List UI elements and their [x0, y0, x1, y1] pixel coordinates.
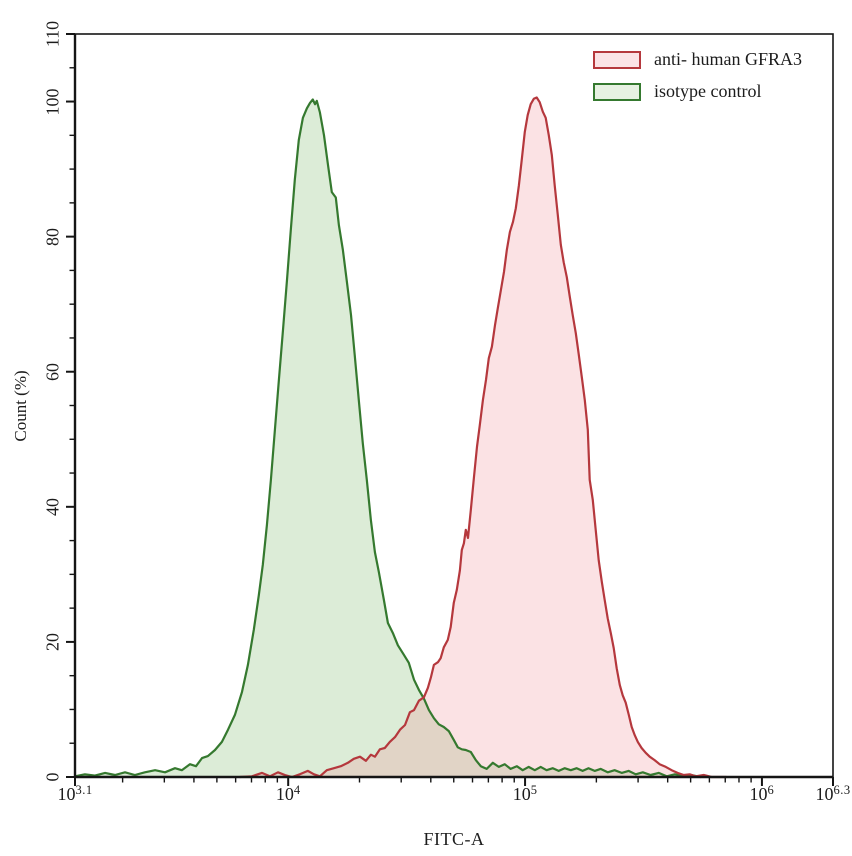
series-area-isotype-control: [75, 99, 701, 777]
legend-label-isotype-control: isotype control: [654, 81, 762, 101]
legend-swatch-red: [593, 50, 641, 69]
legend-swatch-green: [593, 82, 641, 101]
y-axis-title: Count (%): [11, 370, 30, 442]
legend-item-isotype-control: isotype control: [593, 81, 802, 102]
legend: anti- human GFRA3 isotype control: [593, 49, 802, 113]
x-axis-title: FITC-A: [423, 829, 485, 849]
legend-item-anti-human-gfra3: anti- human GFRA3: [593, 49, 802, 70]
series-line-anti-human-gfra3: [238, 96, 728, 779]
legend-label-anti-human-gfra3: anti- human GFRA3: [654, 49, 802, 69]
series-line-isotype-control: [73, 98, 702, 779]
